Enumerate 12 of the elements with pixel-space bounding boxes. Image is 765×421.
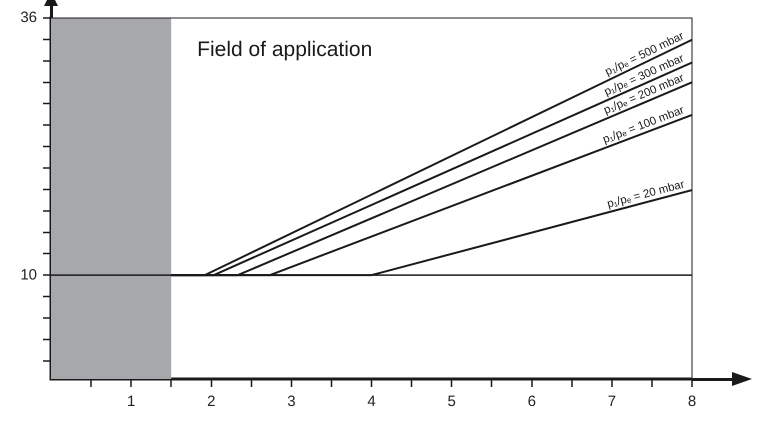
x-tick-label: 6 xyxy=(528,393,536,410)
x-tick-label: 4 xyxy=(367,393,376,410)
y-tick-label: 36 xyxy=(20,9,37,26)
x-tick-label: 2 xyxy=(207,393,216,410)
x-tick-label: 3 xyxy=(287,393,296,410)
x-tick-label: 7 xyxy=(608,393,616,410)
y-tick-label: 10 xyxy=(20,266,37,284)
x-tick-label: 8 xyxy=(688,393,696,410)
annotation: Field of application xyxy=(197,38,372,61)
x-tick-label: 1 xyxy=(126,393,136,410)
text: p₁/pₑ = 20 mbar xyxy=(606,178,686,210)
x-tick-label: 5 xyxy=(447,393,456,410)
